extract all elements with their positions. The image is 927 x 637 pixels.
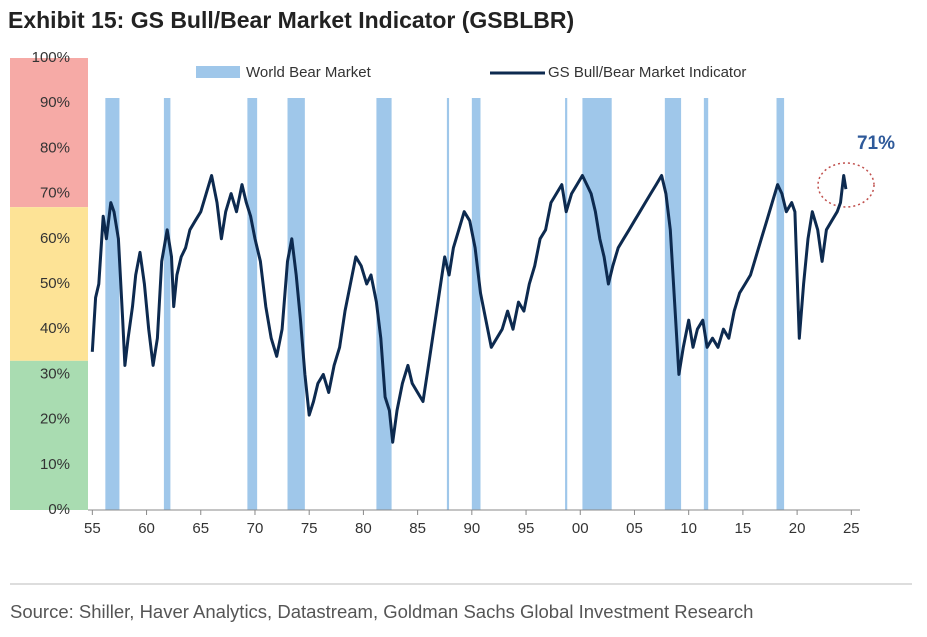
x-tick-label: 00 <box>572 520 589 537</box>
y-tick-label: 70% <box>40 185 70 202</box>
y-tick-label: 100% <box>32 49 70 66</box>
bear-market-band <box>565 98 568 510</box>
x-tick-label: 85 <box>409 520 426 537</box>
x-tick-label: 90 <box>463 520 480 537</box>
bear-group <box>105 98 785 510</box>
bear-market-band <box>471 98 481 510</box>
y-tick-label: 90% <box>40 94 70 111</box>
zone <box>10 207 88 361</box>
y-tick-label: 30% <box>40 365 70 382</box>
y-tick-label: 10% <box>40 456 70 473</box>
x-tick-label: 80 <box>355 520 372 537</box>
bear-market-band <box>105 98 120 510</box>
indicator-line <box>90 174 848 444</box>
bear-market-band <box>287 98 305 510</box>
x-tick-label: 60 <box>138 520 155 537</box>
y-tick-label: 80% <box>40 139 70 156</box>
zone <box>10 360 88 510</box>
y-tick-label: 50% <box>40 275 70 292</box>
zone <box>10 58 88 208</box>
x-tick-label: 95 <box>518 520 535 537</box>
source-note: Source: Shiller, Haver Analytics, Datast… <box>10 601 753 622</box>
bear-market-band <box>446 98 450 510</box>
chart-title: Exhibit 15: GS Bull/Bear Market Indicato… <box>8 7 574 33</box>
y-tick-label: 20% <box>40 411 70 428</box>
bear-market-band <box>703 98 709 510</box>
bear-market-band <box>776 98 785 510</box>
x-tick-label: 55 <box>84 520 101 537</box>
highlight-circle <box>817 162 875 208</box>
bear-market-band <box>247 98 258 510</box>
x-tick-label: 70 <box>247 520 264 537</box>
bear-market-band <box>582 98 612 510</box>
bear-market-band <box>664 98 682 510</box>
x-tick-label: 25 <box>843 520 860 537</box>
bear-market-band <box>163 98 171 510</box>
legend-swatch <box>196 66 240 78</box>
y-tick-label: 60% <box>40 230 70 247</box>
x-tick-label: 65 <box>192 520 209 537</box>
x-tick-label: 15 <box>735 520 752 537</box>
x-tick-label: 05 <box>626 520 643 537</box>
zone-group <box>10 58 88 510</box>
y-tick-label: 0% <box>48 501 70 518</box>
x-tick-label: 75 <box>301 520 318 537</box>
annotation: 71% <box>857 133 895 154</box>
x-tick-label: 10 <box>680 520 697 537</box>
bear-market-band <box>376 98 392 510</box>
y-tick-label: 40% <box>40 320 70 337</box>
legend-label: World Bear Market <box>246 64 372 81</box>
legend-label: GS Bull/Bear Market Indicator <box>548 64 746 81</box>
x-tick-label: 20 <box>789 520 806 537</box>
